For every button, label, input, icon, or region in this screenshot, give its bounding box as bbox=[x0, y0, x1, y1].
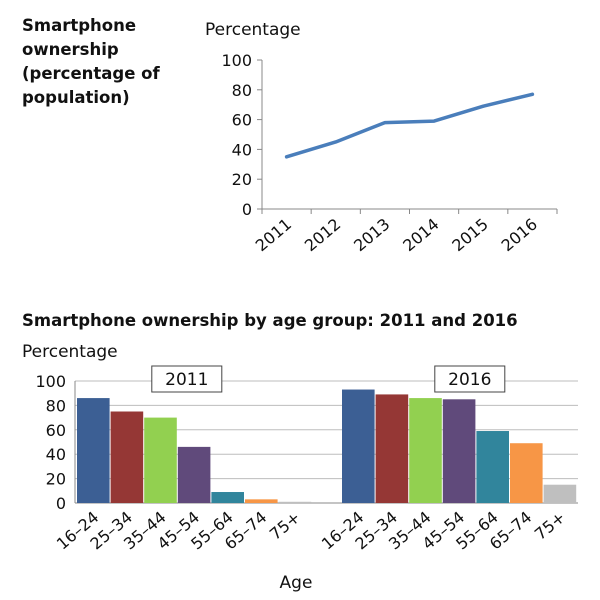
line-x-tick-label: 2014 bbox=[399, 215, 442, 256]
bar-x-tick-label: 75+ bbox=[266, 508, 304, 544]
line-point bbox=[334, 140, 338, 144]
bar-y-tick-label: 80 bbox=[46, 396, 66, 415]
bar bbox=[278, 501, 312, 503]
line-point bbox=[530, 92, 534, 96]
bar bbox=[144, 417, 177, 503]
line-point bbox=[383, 121, 387, 125]
bar bbox=[543, 484, 577, 503]
bar-chart-title: Smartphone ownership by age group: 2011 … bbox=[22, 311, 518, 330]
bar-y-tick-label: 100 bbox=[35, 372, 66, 391]
line-point bbox=[285, 155, 289, 159]
line-y-tick-label: 100 bbox=[221, 51, 252, 70]
group-label: 2011 bbox=[165, 370, 208, 390]
bar-x-axis-label: Age bbox=[280, 573, 313, 593]
bar bbox=[110, 411, 144, 503]
line-x-tick-label: 2011 bbox=[252, 215, 295, 256]
bar bbox=[476, 431, 509, 503]
bar bbox=[177, 446, 211, 503]
line-x-tick-label: 2016 bbox=[498, 215, 541, 256]
bar bbox=[375, 394, 409, 503]
line-chart-title: Smartphone ownership (percentage of popu… bbox=[22, 16, 160, 107]
bar-y-tick-label: 20 bbox=[46, 470, 66, 489]
bar-y-tick-label: 0 bbox=[56, 494, 66, 513]
bar bbox=[245, 499, 278, 503]
line-x-tick-label: 2015 bbox=[448, 215, 491, 256]
bar bbox=[211, 492, 244, 503]
line-y-tick-label: 0 bbox=[242, 200, 252, 219]
line-x-tick-label: 2013 bbox=[350, 215, 393, 256]
bar bbox=[510, 443, 543, 503]
line-y-tick-label: 20 bbox=[232, 170, 252, 189]
bar bbox=[342, 389, 375, 503]
line-x-tick-label: 2012 bbox=[301, 215, 344, 256]
line-y-tick-label: 60 bbox=[232, 111, 252, 130]
bar-y-tick-label: 40 bbox=[46, 445, 66, 464]
line-y-axis-label: Percentage bbox=[205, 20, 301, 40]
bar bbox=[77, 398, 110, 503]
group-label-box bbox=[434, 365, 506, 393]
bar-y-tick-label: 60 bbox=[46, 421, 66, 440]
group-label-box bbox=[151, 365, 223, 393]
line-y-tick-label: 40 bbox=[232, 140, 252, 159]
line-point bbox=[481, 104, 485, 108]
line-y-tick-label: 80 bbox=[232, 81, 252, 100]
bar-y-axis-label: Percentage bbox=[22, 342, 118, 362]
line-series bbox=[284, 92, 535, 159]
bar-x-tick-label: 75+ bbox=[531, 508, 569, 544]
bar bbox=[442, 399, 476, 503]
bar bbox=[409, 398, 442, 503]
group-label: 2016 bbox=[448, 370, 491, 390]
line-point bbox=[432, 119, 436, 123]
